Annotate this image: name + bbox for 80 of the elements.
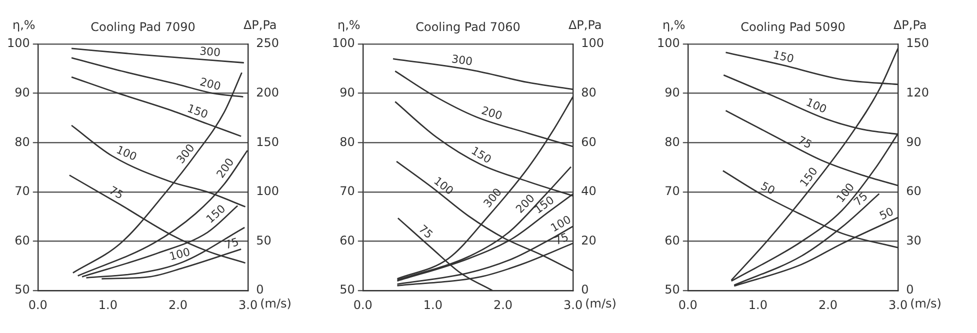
y-tick-label: 50 bbox=[664, 282, 680, 297]
text: 50 bbox=[758, 179, 778, 198]
y2-axis-title: ΔP,Pa bbox=[243, 18, 277, 32]
y2-tick-label: 150 bbox=[906, 36, 929, 50]
chart-title: Cooling Pad 5090 bbox=[740, 20, 846, 34]
text: 75 bbox=[106, 184, 126, 202]
y2-tick-label: 50 bbox=[256, 233, 272, 248]
y-tick-label: 80 bbox=[340, 134, 355, 149]
text: 75 bbox=[552, 230, 571, 248]
text: 75 bbox=[796, 134, 814, 152]
y-axis-title: η,% bbox=[12, 18, 36, 32]
text: 100 bbox=[431, 174, 456, 198]
y-tick-label: 100 bbox=[7, 36, 30, 50]
y-tick-label: 70 bbox=[340, 184, 355, 198]
text: 200 bbox=[198, 75, 222, 94]
x-axis-title: (m/s) bbox=[910, 296, 942, 311]
text: 300 bbox=[450, 52, 474, 68]
x-tick-label: 3.0 bbox=[888, 298, 908, 312]
y2-tick-label: 0 bbox=[256, 282, 264, 297]
x-tick-label: 3.0 bbox=[238, 298, 258, 312]
y-axis-title: η,% bbox=[337, 18, 360, 32]
y2-tick-label: 150 bbox=[256, 134, 279, 149]
y-tick-label: 60 bbox=[340, 233, 355, 248]
text: 100 bbox=[804, 96, 829, 116]
y-axis-title: η,% bbox=[662, 18, 686, 32]
x-axis-title: (m/s) bbox=[260, 296, 292, 311]
x-tick-label: 1.0 bbox=[748, 298, 768, 312]
y2-tick-label: 20 bbox=[581, 233, 596, 248]
x-tick-label: 1.0 bbox=[98, 298, 118, 312]
y2-tick-label: 120 bbox=[906, 85, 929, 100]
y2-tick-label: 60 bbox=[581, 134, 596, 149]
y2-tick-label: 30 bbox=[906, 233, 922, 248]
y2-tick-label: 40 bbox=[581, 184, 596, 198]
y2-axis-title: ΔP,Pa bbox=[568, 18, 602, 32]
y2-tick-label: 0 bbox=[906, 282, 914, 297]
x-tick-label: 0.0 bbox=[353, 298, 372, 312]
text: 150 bbox=[204, 202, 228, 226]
y2-tick-label: 0 bbox=[581, 282, 589, 297]
y-tick-label: 80 bbox=[664, 134, 680, 149]
y-tick-label: 90 bbox=[664, 85, 680, 100]
y2-tick-label: 100 bbox=[256, 184, 279, 198]
text: 150 bbox=[772, 48, 796, 66]
text: 200 bbox=[480, 104, 504, 123]
y2-tick-label: 250 bbox=[256, 36, 279, 50]
y2-tick-label: 60 bbox=[906, 184, 922, 198]
y-tick-label: 70 bbox=[664, 184, 680, 198]
y-tick-label: 50 bbox=[340, 282, 355, 297]
chart-title: Cooling Pad 7060 bbox=[416, 20, 520, 34]
y2-tick-label: 80 bbox=[581, 85, 596, 100]
y2-tick-label: 200 bbox=[256, 85, 279, 100]
x-axis-title: (m/s) bbox=[585, 296, 616, 311]
y-tick-label: 100 bbox=[332, 36, 355, 50]
text: 100 bbox=[168, 245, 192, 264]
y2-tick-label: 100 bbox=[581, 36, 604, 50]
x-tick-label: 0.0 bbox=[678, 298, 698, 312]
y-tick-label: 90 bbox=[14, 85, 30, 100]
chart-title: Cooling Pad 7090 bbox=[90, 20, 196, 34]
y-tick-label: 50 bbox=[14, 282, 30, 297]
text: 50 bbox=[877, 204, 896, 223]
x-tick-label: 2.0 bbox=[818, 298, 838, 312]
x-tick-label: 2.0 bbox=[493, 298, 513, 312]
y-tick-label: 80 bbox=[14, 134, 30, 149]
x-tick-label: 3.0 bbox=[564, 298, 583, 312]
text: 150 bbox=[468, 144, 494, 166]
y2-tick-label: 90 bbox=[906, 134, 922, 149]
text: 75 bbox=[416, 222, 436, 242]
x-tick-label: 1.0 bbox=[423, 298, 443, 312]
y-tick-label: 90 bbox=[340, 85, 355, 100]
text: 75 bbox=[223, 235, 240, 252]
y-tick-label: 60 bbox=[664, 233, 680, 248]
x-tick-label: 2.0 bbox=[168, 298, 188, 312]
y-tick-label: 100 bbox=[657, 36, 680, 50]
series-label: 300 bbox=[199, 44, 222, 60]
text: 75 bbox=[851, 190, 870, 209]
y2-axis-title: ΔP,Pa bbox=[893, 18, 927, 32]
y-tick-label: 70 bbox=[14, 184, 30, 198]
x-tick-label: 0.0 bbox=[28, 298, 48, 312]
text: 100 bbox=[114, 143, 139, 164]
text: 150 bbox=[185, 102, 210, 122]
y-tick-label: 60 bbox=[14, 233, 30, 248]
